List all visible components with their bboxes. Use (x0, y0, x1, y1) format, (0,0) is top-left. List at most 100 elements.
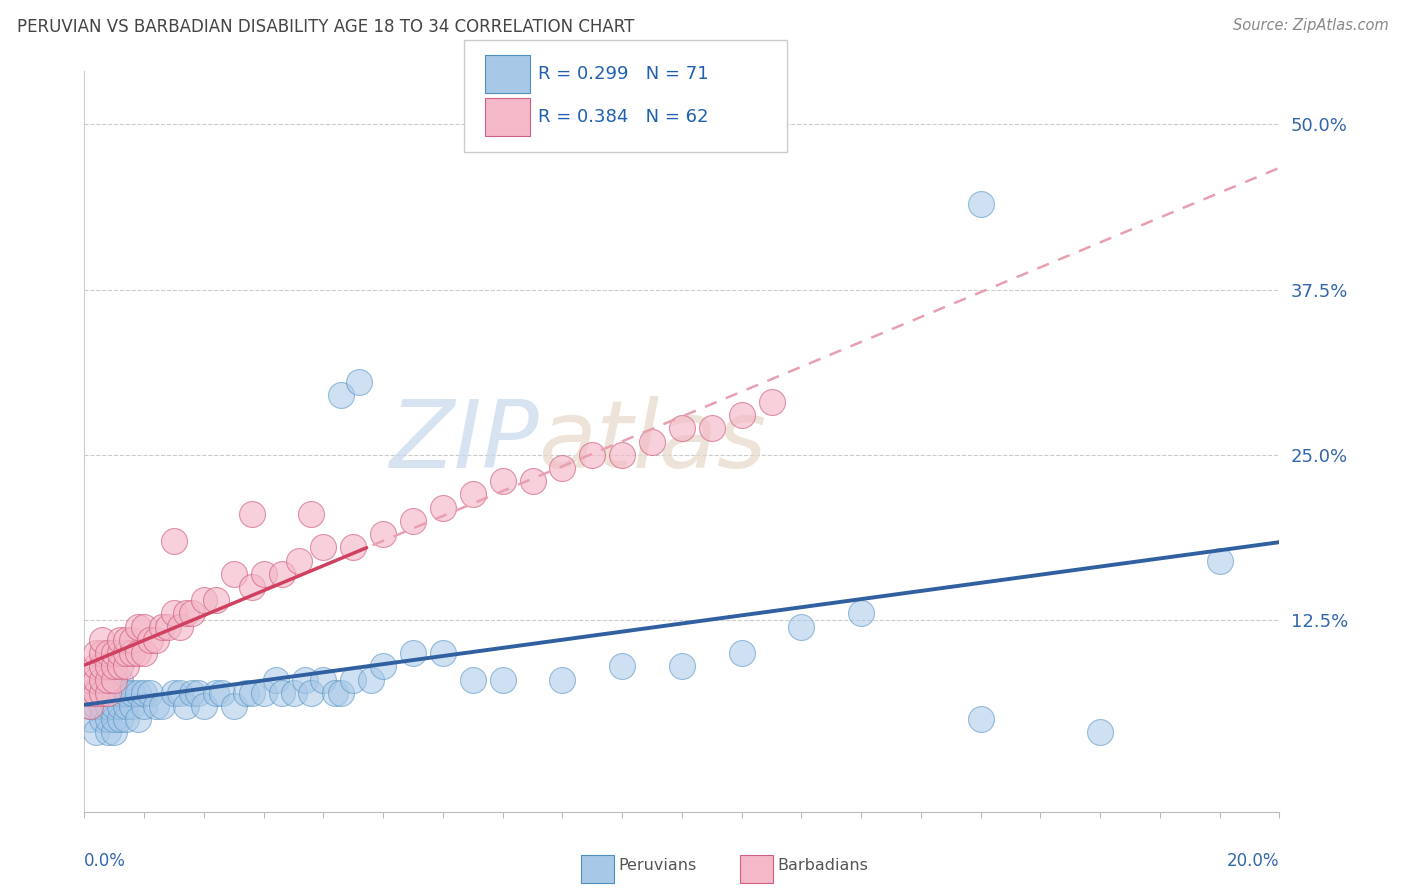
Point (342, 541, 364, 555)
Point (110, 659, 132, 673)
Point (91, 686, 114, 700)
Point (312, 541, 335, 555)
Point (373, 527, 395, 541)
Point (97, 673, 120, 687)
Point (86, 698, 108, 713)
Point (240, 508, 263, 522)
Text: R = 0.299   N = 71: R = 0.299 N = 71 (538, 65, 709, 83)
Point (700, 421, 723, 435)
Point (461, 673, 484, 687)
Point (612, 448, 634, 462)
Point (325, 686, 347, 700)
Point (283, 686, 305, 700)
Point (240, 580, 263, 594)
Point (115, 659, 138, 673)
Point (110, 686, 132, 700)
Point (330, 686, 353, 700)
Point (121, 686, 143, 700)
Point (103, 698, 125, 713)
Point (169, 686, 191, 700)
Point (86, 686, 108, 700)
Point (671, 421, 693, 435)
Point (432, 500, 454, 515)
Point (91, 646, 114, 660)
Point (97, 646, 120, 660)
Point (612, 659, 634, 673)
Point (97, 712, 120, 726)
Point (97, 686, 120, 700)
Point (86, 659, 108, 673)
Point (169, 620, 191, 634)
Point (181, 686, 204, 700)
Point (205, 686, 228, 700)
Point (551, 461, 574, 475)
Point (235, 686, 257, 700)
Point (121, 646, 143, 660)
Point (731, 408, 754, 422)
Point (222, 698, 245, 713)
Text: Peruvians: Peruvians (619, 858, 697, 872)
Text: R = 0.384   N = 62: R = 0.384 N = 62 (538, 108, 709, 126)
Point (1090, 725, 1112, 739)
Point (121, 698, 143, 713)
Point (301, 508, 323, 522)
Point (103, 673, 125, 687)
Point (103, 673, 125, 687)
Text: 20.0%: 20.0% (1227, 853, 1279, 871)
Point (110, 632, 132, 647)
Point (432, 646, 454, 660)
Point (97, 698, 120, 713)
Point (731, 646, 754, 660)
Point (103, 712, 125, 726)
Point (110, 673, 132, 687)
Point (97, 659, 120, 673)
Point (253, 566, 276, 581)
Point (103, 659, 125, 673)
Point (145, 632, 167, 647)
Point (121, 632, 143, 647)
Point (205, 593, 228, 607)
Point (970, 712, 993, 726)
Point (79, 686, 101, 700)
Point (115, 712, 138, 726)
Point (163, 607, 186, 621)
Point (187, 686, 209, 700)
Point (301, 686, 323, 700)
Point (79, 686, 101, 700)
Point (86, 725, 108, 739)
Point (91, 673, 114, 687)
Point (360, 673, 382, 687)
Point (91, 712, 114, 726)
Point (103, 646, 125, 660)
Point (270, 566, 292, 581)
Point (145, 698, 167, 713)
Point (115, 632, 138, 647)
Point (115, 686, 138, 700)
Text: 0.0%: 0.0% (84, 853, 127, 871)
Point (139, 686, 162, 700)
Point (132, 698, 156, 713)
Point (79, 698, 101, 713)
Point (402, 646, 425, 660)
Point (150, 620, 173, 634)
Point (110, 646, 132, 660)
Point (174, 698, 197, 713)
Point (157, 620, 180, 634)
Point (761, 395, 783, 409)
Point (402, 514, 425, 528)
Point (110, 698, 132, 713)
Point (79, 712, 101, 726)
Point (551, 673, 574, 687)
Point (970, 196, 993, 211)
Point (127, 646, 149, 660)
Point (163, 533, 186, 548)
Point (91, 686, 114, 700)
Text: atlas: atlas (538, 396, 766, 487)
Point (139, 632, 162, 647)
Point (253, 686, 276, 700)
Point (79, 698, 101, 713)
Point (86, 673, 108, 687)
Point (86, 646, 108, 660)
Point (492, 673, 515, 687)
Text: Barbadians: Barbadians (778, 858, 869, 872)
